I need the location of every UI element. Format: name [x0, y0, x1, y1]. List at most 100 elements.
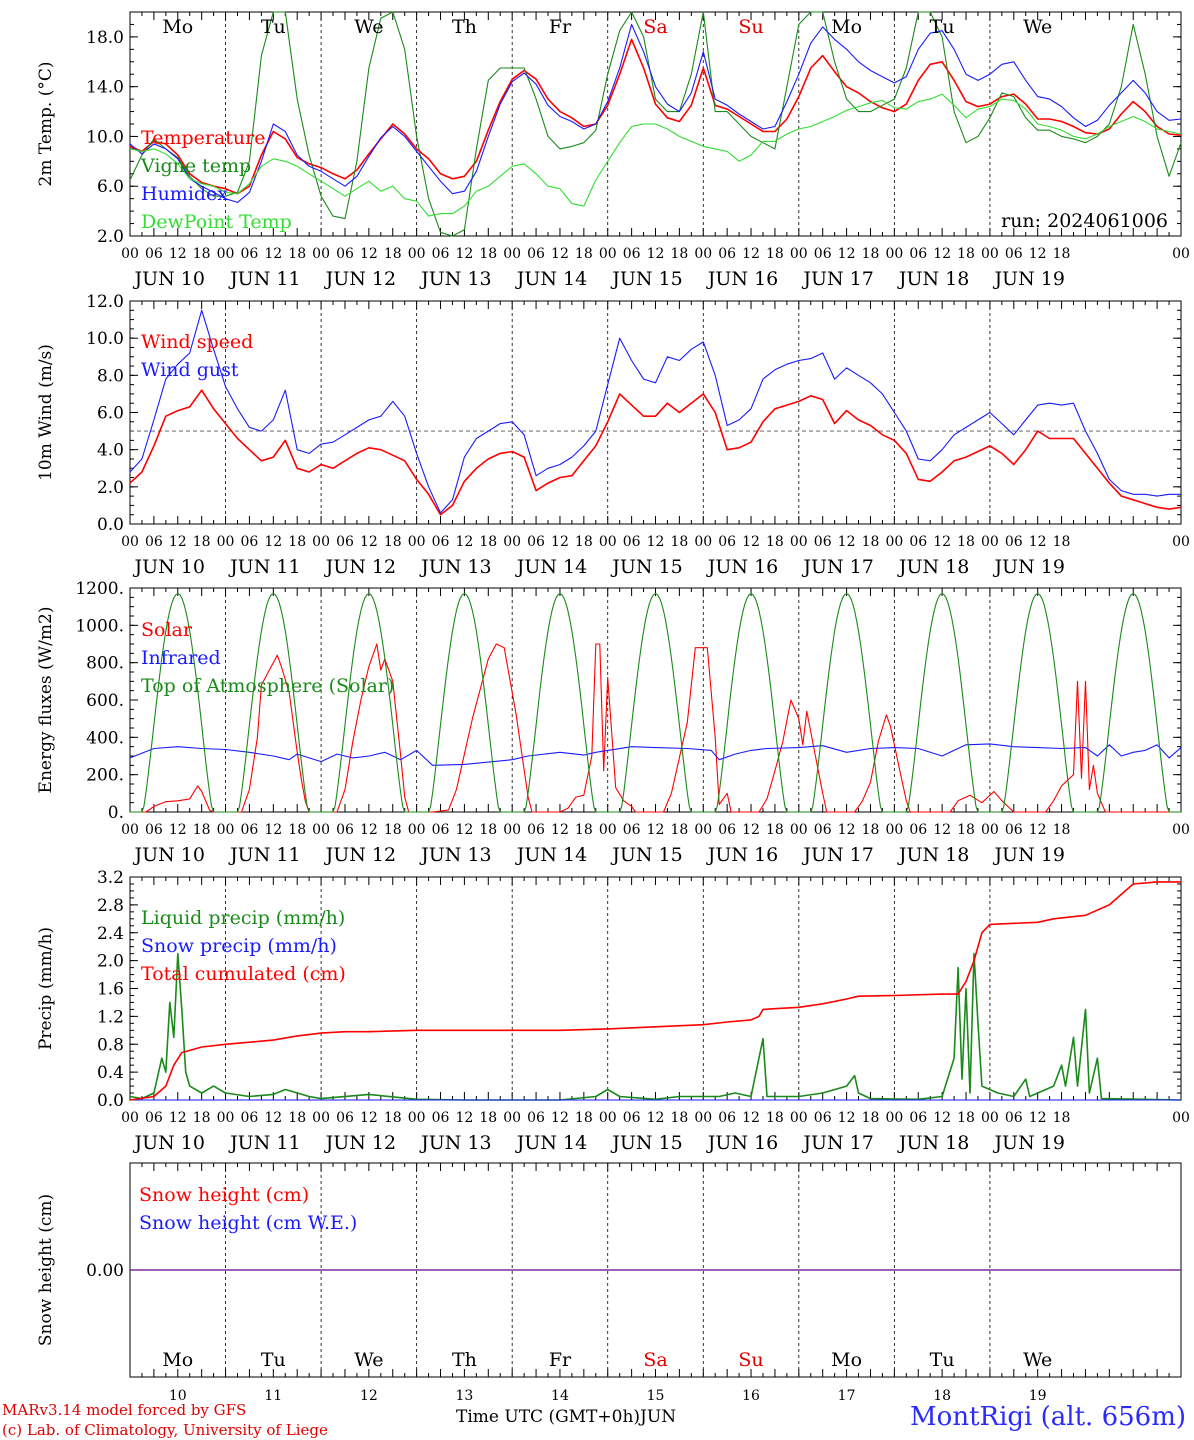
hour-tick-label: 00	[885, 1110, 903, 1126]
hour-tick-label: 06	[909, 822, 927, 838]
hour-tick-label: 06	[432, 534, 450, 550]
y-tick-label: 0.0	[97, 1091, 124, 1111]
weekday-label-bottom: Th	[452, 1349, 477, 1371]
date-label: JUN 12	[324, 1132, 396, 1154]
hour-tick-label: 18	[862, 246, 880, 262]
weekday-label-top: Sa	[643, 16, 667, 38]
date-label: JUN 11	[228, 556, 300, 578]
y-tick-label: 10.0	[86, 329, 124, 349]
hour-tick-label: 06	[909, 246, 927, 262]
day-number-label: 10	[169, 1388, 187, 1404]
hour-tick-label: 00	[1172, 1110, 1190, 1126]
hour-tick-label: 12	[1029, 246, 1047, 262]
legend-entry: Solar	[141, 619, 193, 641]
hour-tick-label: 00	[312, 246, 330, 262]
legend-entry: Total cumulated (cm)	[141, 963, 346, 985]
series-wind-gust	[129, 309, 1181, 514]
hour-tick-label: 06	[623, 534, 641, 550]
series-liquid-precip-mm-h	[129, 952, 1182, 1101]
date-label: JUN 17	[801, 556, 873, 578]
hour-tick-label: 00	[312, 534, 330, 550]
hour-tick-label: 12	[838, 246, 856, 262]
date-label: JUN 19	[992, 268, 1064, 290]
legend-entry: Wind gust	[141, 359, 239, 381]
date-label: JUN 16	[706, 268, 778, 290]
date-label: JUN 14	[515, 844, 587, 866]
hour-tick-label: 00	[1172, 534, 1190, 550]
hour-tick-label: 00	[790, 246, 808, 262]
hour-tick-label: 12	[264, 534, 282, 550]
y-axis-title: 2m Temp. (°C)	[36, 61, 56, 186]
hour-tick-label: 06	[432, 1110, 450, 1126]
legend-entry: DewPoint Temp	[141, 211, 292, 233]
hour-tick-label: 12	[838, 822, 856, 838]
weekday-label-top: Fr	[549, 16, 572, 38]
weekday-label-bottom: Mo	[831, 1349, 862, 1371]
hour-tick-label: 12	[455, 1110, 473, 1126]
series-wind-speed	[129, 389, 1182, 516]
hour-tick-label: 00	[885, 246, 903, 262]
y-tick-label: 400.	[86, 728, 124, 748]
hour-tick-label: 00	[312, 1110, 330, 1126]
hour-tick-label: 00	[981, 534, 999, 550]
hour-tick-label: 18	[288, 534, 306, 550]
y-tick-label: 1000.	[75, 616, 124, 636]
hour-tick-label: 12	[933, 534, 951, 550]
hour-tick-label: 06	[1005, 246, 1023, 262]
hour-tick-label: 06	[336, 534, 354, 550]
day-number-label: 18	[933, 1388, 951, 1404]
hour-tick-label: 12	[169, 534, 187, 550]
hour-tick-label: 18	[1053, 822, 1071, 838]
series-temperature	[129, 38, 1182, 195]
hour-tick-label: 00	[217, 822, 235, 838]
series-vigne-temp	[129, 11, 1182, 237]
y-axis-title: Energy fluxes (W/m2)	[36, 607, 56, 794]
date-label: JUN 19	[992, 1132, 1064, 1154]
hour-tick-label: 18	[766, 822, 784, 838]
run-label: run: 2024061006	[1001, 210, 1168, 232]
hour-tick-label: 06	[432, 246, 450, 262]
weekday-label-bottom: Tu	[261, 1349, 286, 1371]
hour-tick-label: 00	[503, 246, 521, 262]
date-label: JUN 15	[610, 1132, 682, 1154]
hour-tick-label: 12	[647, 246, 665, 262]
weekday-label-top: Su	[738, 16, 763, 38]
day-number-label: 14	[551, 1388, 569, 1404]
y-tick-label: 3.2	[97, 868, 124, 888]
hour-tick-label: 00	[694, 246, 712, 262]
y-tick-label: 0.4	[97, 1063, 124, 1083]
hour-tick-label: 00	[408, 1110, 426, 1126]
date-label: JUN 12	[324, 844, 396, 866]
panel-frame	[129, 300, 1182, 525]
date-label: JUN 14	[515, 1132, 587, 1154]
day-number-label: 17	[838, 1388, 856, 1404]
hour-tick-label: 00	[312, 822, 330, 838]
y-tick-label: 2.0	[97, 227, 124, 247]
hour-tick-label: 00	[503, 534, 521, 550]
hour-tick-label: 12	[169, 246, 187, 262]
hour-tick-label: 00	[694, 534, 712, 550]
hour-tick-label: 12	[1029, 534, 1047, 550]
hour-tick-label: 06	[814, 1110, 832, 1126]
hour-tick-label: 12	[551, 534, 569, 550]
hour-tick-label: 12	[933, 246, 951, 262]
hour-tick-label: 12	[455, 534, 473, 550]
weekday-label-bottom: We	[1023, 1349, 1052, 1371]
day-number-label: 16	[742, 1388, 760, 1404]
hour-tick-label: 06	[336, 1110, 354, 1126]
y-tick-label: 6.0	[97, 404, 124, 424]
hour-tick-label: 12	[742, 822, 760, 838]
hour-tick-label: 06	[814, 534, 832, 550]
date-label: JUN 17	[801, 1132, 873, 1154]
weekday-label-bottom: Mo	[162, 1349, 193, 1371]
hour-tick-label: 18	[384, 822, 402, 838]
date-label: JUN 12	[324, 556, 396, 578]
date-label: JUN 14	[515, 268, 587, 290]
y-tick-label: 0.8	[97, 1035, 124, 1055]
month-label: JUN	[640, 1407, 677, 1427]
y-tick-label: 1.6	[97, 980, 124, 1000]
panel-frame	[129, 587, 1182, 813]
day-number-label: 11	[264, 1388, 282, 1404]
hour-tick-label: 18	[479, 534, 497, 550]
